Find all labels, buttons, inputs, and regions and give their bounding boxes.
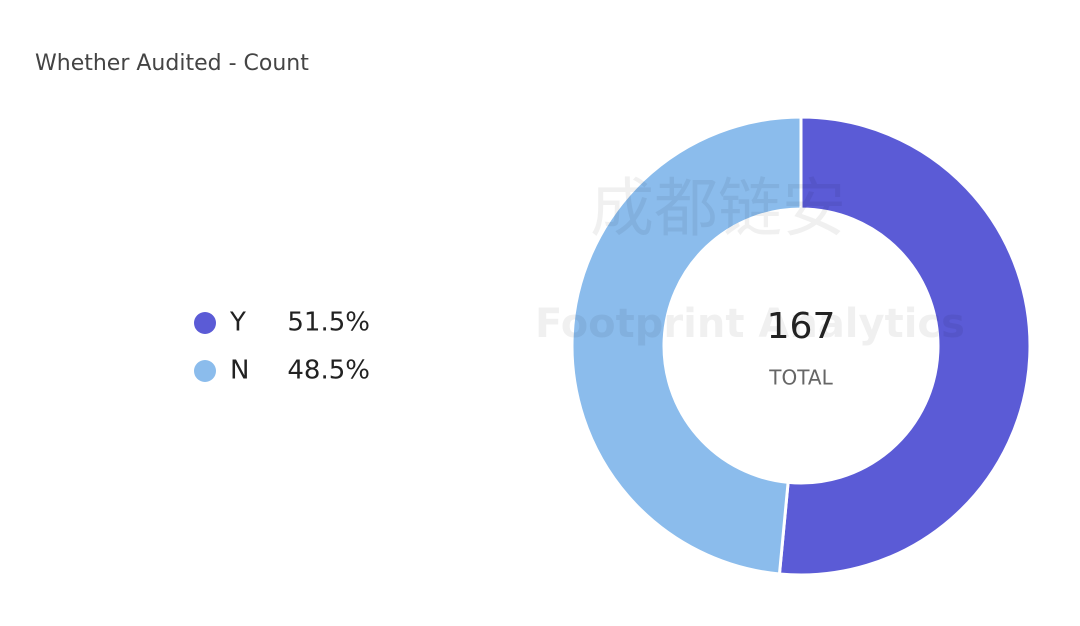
watermark: 成都链安: [590, 173, 846, 247]
legend-label: Y: [229, 308, 246, 338]
legend-value: 48.5%: [287, 356, 370, 386]
legend-value: 51.5%: [287, 308, 370, 338]
legend-dot: [194, 312, 216, 334]
watermark: Footprint Analytics: [535, 301, 965, 347]
chart-title: Whether Audited - Count: [35, 51, 309, 76]
donut-slice: [570, 115, 803, 576]
total-label: TOTAL: [768, 366, 833, 390]
donut-slice: [777, 115, 1032, 577]
legend-dot: [194, 360, 216, 382]
total-value: 167: [767, 306, 836, 347]
legend-label: N: [230, 356, 249, 386]
